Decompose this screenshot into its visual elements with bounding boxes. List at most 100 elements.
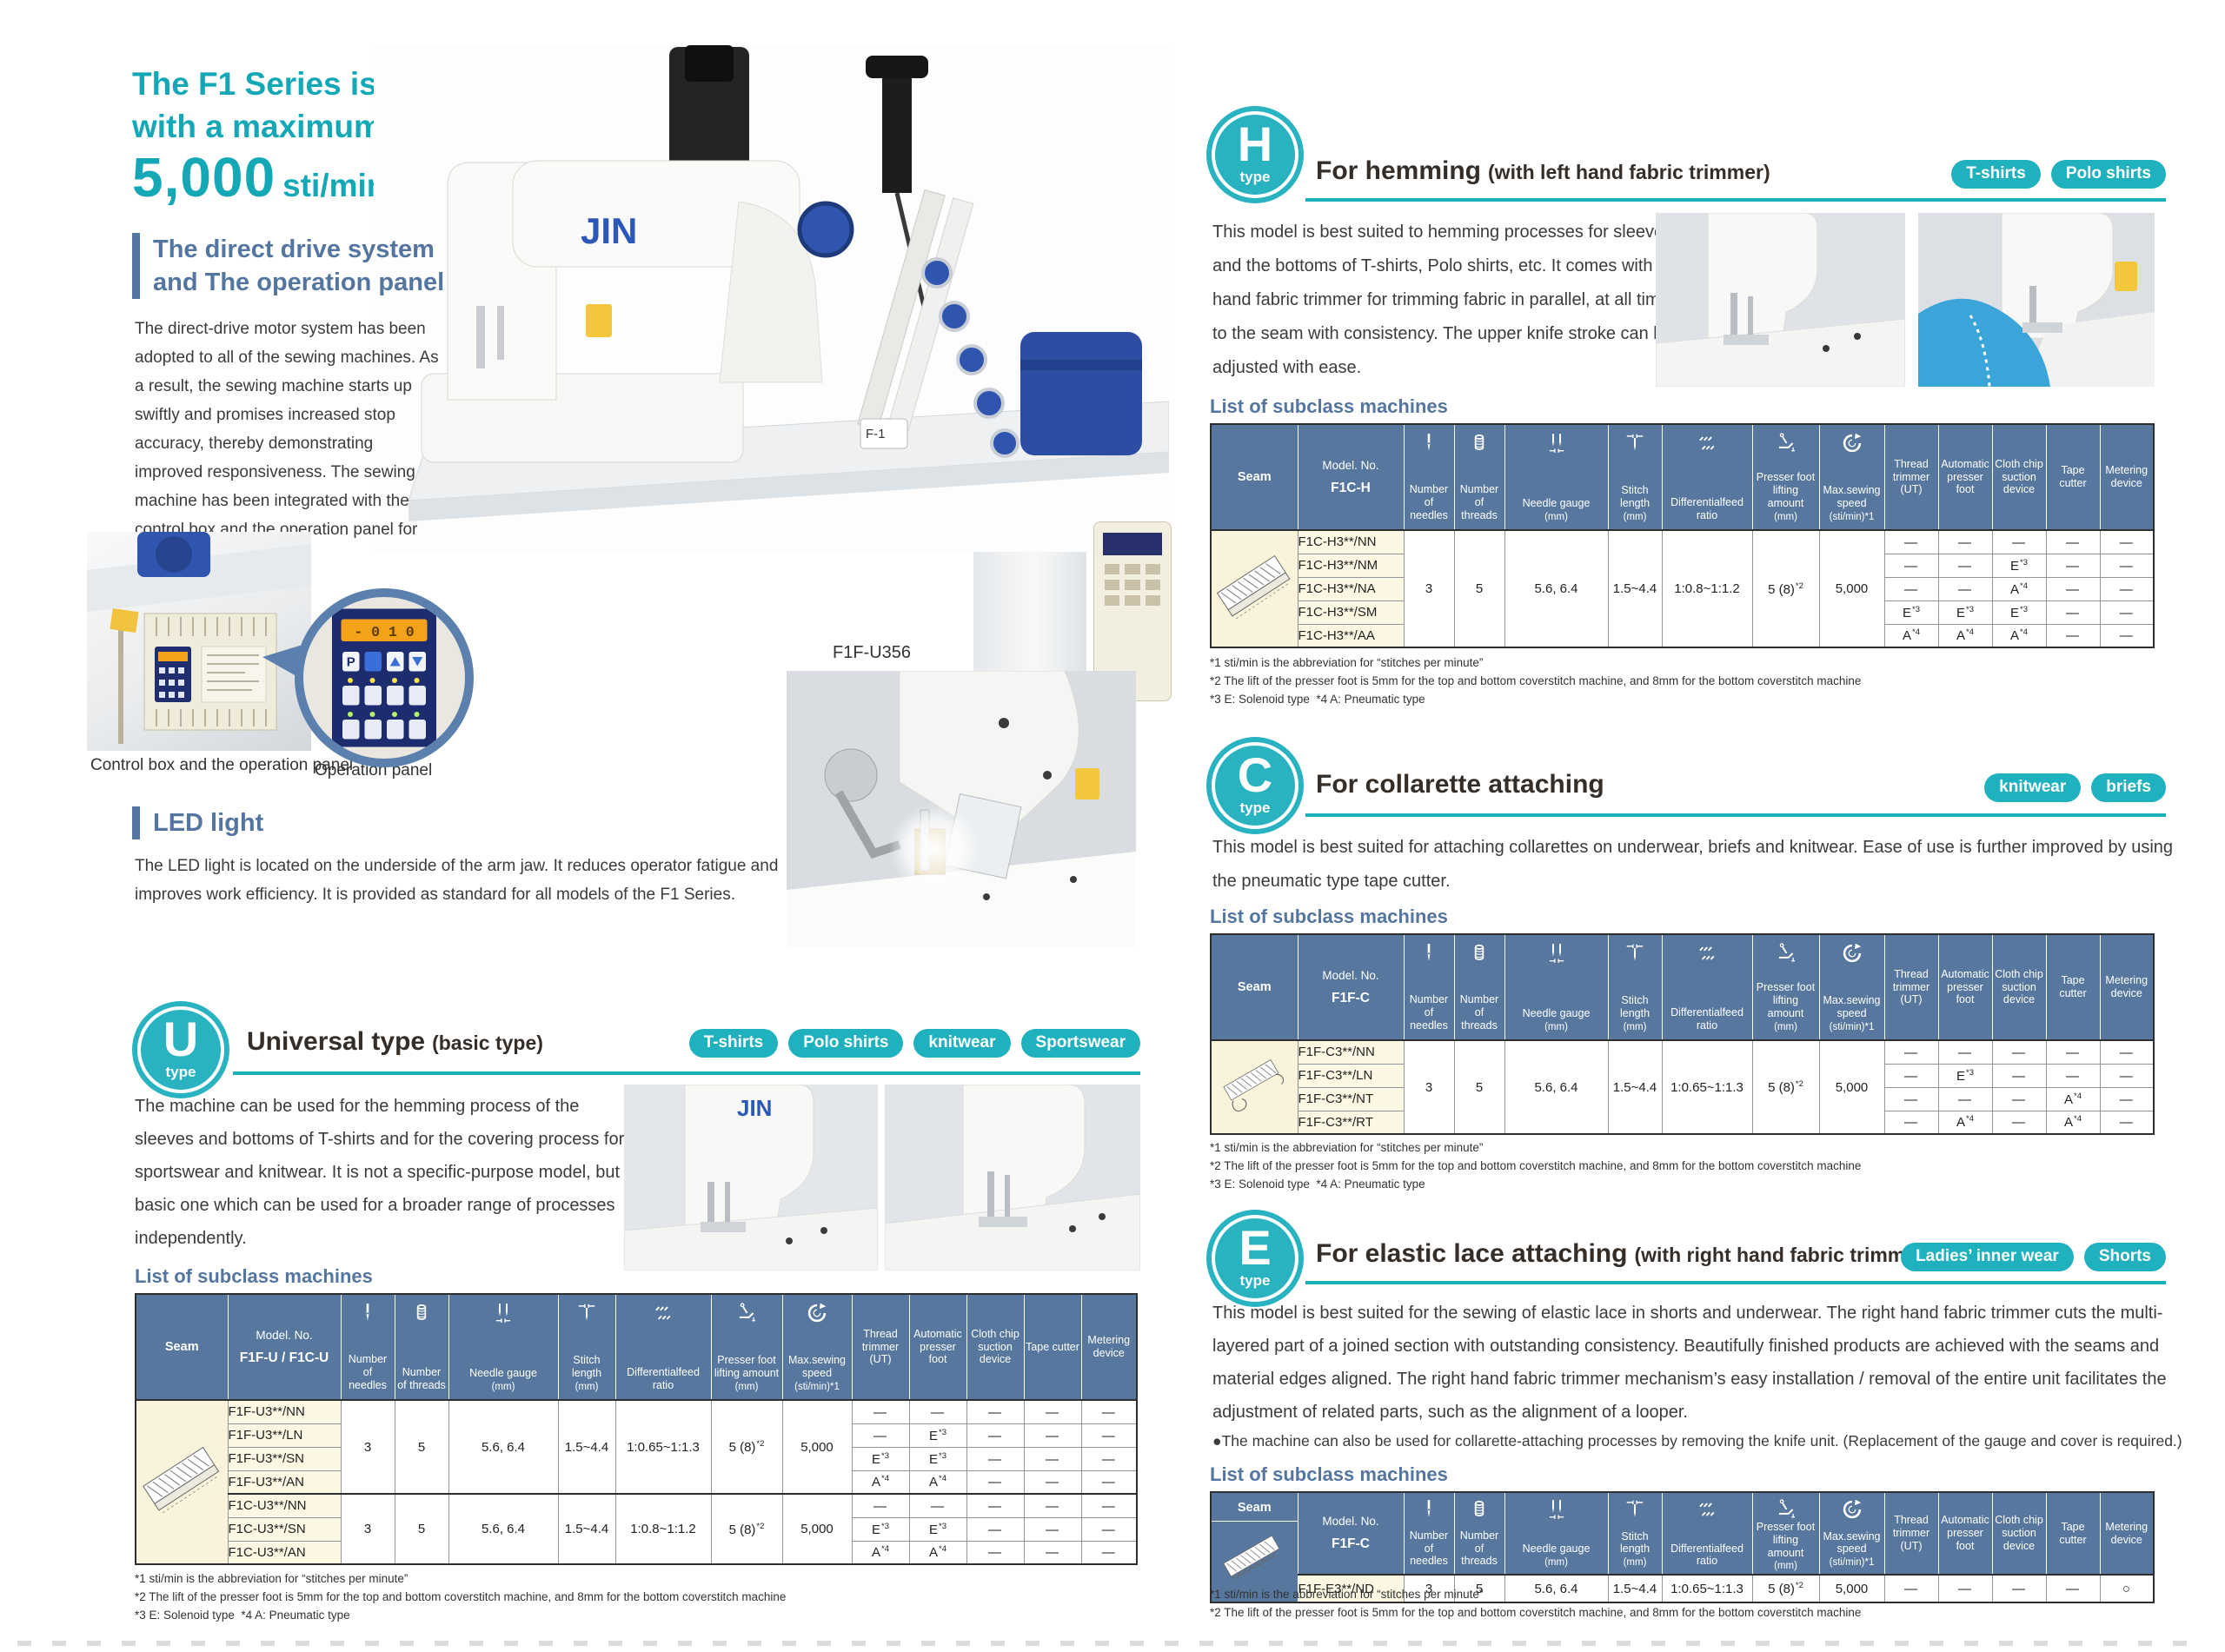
device-cell: — — [2045, 1574, 2101, 1603]
differential-feed-icon — [1696, 1498, 1718, 1521]
presser-foot-icon — [1775, 1498, 1797, 1521]
col-speed: Max.sewing speed (sti/min)*1 — [1818, 1491, 1885, 1576]
badge-u-type: U type — [132, 1001, 229, 1098]
model-cell: F1C-H3**/NM — [1297, 553, 1405, 578]
col-threads: Number of threads — [1453, 423, 1505, 531]
col-seam: Seam — [135, 1293, 229, 1401]
col-needles: Number of needles — [1403, 933, 1455, 1041]
sewing-speed-icon — [1841, 432, 1863, 454]
tag-shorts: Shorts — [2083, 1243, 2166, 1271]
h-subclass-table: Seam Model. No. F1C-H Number of needles N… — [1210, 423, 2155, 648]
pendant-buttons — [1105, 564, 1160, 606]
col-tape-cutter: Tape cutter — [1023, 1293, 1082, 1401]
col-thread-trimmer: Thread trimmer (UT) — [1883, 933, 1939, 1041]
device-cell: A*4 — [1991, 623, 2047, 648]
c-footnotes: *1 sti/min is the abbreviation for “stit… — [1210, 1138, 1861, 1193]
c-list-title: List of subclass machines — [1210, 906, 1448, 927]
c-section-title: For collarette attaching — [1316, 770, 1604, 799]
device-cell: — — [851, 1493, 910, 1518]
device-cell: E*3 — [1991, 600, 2047, 625]
device-cell: — — [2045, 600, 2101, 625]
h-rule — [1305, 198, 2166, 202]
device-cell: — — [1991, 1086, 2047, 1111]
tag-t-shirts: T-shirts — [1951, 160, 2041, 189]
model-cell: F1C-H3**/AA — [1297, 623, 1405, 648]
spec-speed: 5,000 — [1818, 529, 1885, 648]
model-cell: F1F-U3**/NN — [227, 1399, 342, 1424]
table-row: F1F-U3**/SN E*3 E*3 — — — — [136, 1446, 1138, 1471]
device-cell: — — [1080, 1493, 1138, 1518]
h-detail-photo-1 — [1655, 212, 1906, 388]
tag-sportswear: Sportswear — [1020, 1029, 1140, 1058]
device-cell: — — [2045, 576, 2101, 601]
model-cell: F1F-C3**/NN — [1297, 1039, 1405, 1065]
device-cell: — — [966, 1446, 1025, 1471]
spec-presser: 5 (8)*2 — [1751, 1574, 1820, 1603]
col-gauge: Needle gauge (mm) — [1504, 933, 1609, 1041]
presser-foot-icon — [1775, 942, 1797, 965]
machine-model-label: F1F-U356 — [833, 643, 912, 662]
spec-diff: 1:0.8~1:1.2 — [614, 1493, 712, 1565]
e-table-header-row: Seam Model. No. F1F-C Number of needles N… — [1210, 1491, 2155, 1603]
device-cell: — — [1023, 1493, 1082, 1518]
spec-speed: 5,000 — [781, 1493, 853, 1565]
device-cell: — — [966, 1423, 1025, 1448]
spec-threads: 5 — [1453, 1039, 1505, 1135]
h-detail-illustration-2 — [1918, 212, 2155, 388]
direct-drive-heading-line2: and The operation panel — [153, 269, 445, 296]
seam-diagram-cell — [1210, 1039, 1298, 1135]
device-cell: — — [2099, 623, 2155, 648]
col-stitch: Stitch length (mm) — [1607, 423, 1663, 531]
model-cell: F1C-U3**/AN — [227, 1540, 342, 1565]
device-cell: — — [1023, 1423, 1082, 1448]
spool-icon — [410, 1302, 433, 1324]
device-cell: — — [1991, 1063, 2047, 1088]
seam-diagram — [1216, 537, 1292, 637]
device-cell: — — [2045, 553, 2101, 578]
col-metering: Metering device — [1080, 1293, 1138, 1401]
e-list-title: List of subclass machines — [1210, 1463, 1448, 1485]
table-row: F1C-H3**/SM E*3 E*3 E*3 — — — [1211, 600, 2155, 625]
u-title-text: Universal type — [247, 1027, 426, 1056]
col-auto-presser: Automatic presser foot — [1937, 933, 1993, 1041]
spec-diff: 1:0.65~1:1.3 — [1661, 1039, 1753, 1135]
col-diff: Differentialfeed ratio — [614, 1293, 712, 1401]
device-cell: — — [851, 1423, 910, 1448]
footnote-1: *1 sti/min is the abbreviation for “stit… — [1210, 1588, 1484, 1601]
device-cell: — — [1023, 1446, 1082, 1471]
spec-needles: 3 — [1403, 1574, 1455, 1603]
table-row: F1C-U3**/NN 3 5 5.6, 6.4 1.5~4.4 1:0.8~1… — [136, 1493, 1138, 1565]
e-footnotes: *1 sti/min is the abbreviation for “stit… — [1210, 1585, 1861, 1622]
footnote-2: *2 The lift of the presser foot is 5mm f… — [1210, 1159, 1862, 1172]
tag-ladies-inner-wear: Ladies’ inner wear — [1901, 1243, 2074, 1271]
device-cell: — — [2045, 623, 2101, 648]
footnote-2: *2 The lift of the presser foot is 5mm f… — [1210, 1606, 1862, 1619]
needle-icon — [1418, 942, 1440, 965]
col-auto-presser: Automatic presser foot — [1937, 423, 1993, 531]
badge-u-sub: type — [165, 1064, 196, 1080]
tag-t-shirts: T-shirts — [688, 1029, 779, 1058]
device-cell: E*3 — [908, 1446, 967, 1471]
u-detail-photo-1: JIN — [623, 1084, 879, 1271]
needle-icon — [1418, 1498, 1440, 1521]
h-title-sub: (with left hand fabric trimmer) — [1488, 161, 1770, 183]
device-cell: — — [2045, 1063, 2101, 1088]
device-cell: — — [1080, 1470, 1138, 1495]
device-cell: E*3 — [908, 1516, 967, 1542]
badge-c-sub: type — [1239, 799, 1271, 816]
device-cell: — — [908, 1399, 967, 1424]
spec-speed: 5,000 — [1818, 1574, 1885, 1603]
col-threads: Number of threads — [1453, 1491, 1505, 1576]
device-cell: — — [2099, 553, 2155, 578]
spec-gauge: 5.6, 6.4 — [1504, 1574, 1609, 1603]
device-cell: — — [1937, 1086, 1993, 1111]
badge-h-sub: type — [1239, 169, 1271, 185]
col-model: Model. No. F1F-C — [1297, 933, 1405, 1041]
h-table-header-row: Seam Model. No. F1C-H Number of needles N… — [1210, 423, 2155, 531]
u-photo-brand-text: JIN — [737, 1095, 772, 1121]
panel-lcd-readout: - 0 1 0 — [354, 624, 414, 640]
col-needles: Number of needles — [340, 1293, 395, 1401]
seam-diagram — [1216, 1044, 1292, 1127]
device-cell: A*4 — [1991, 576, 2047, 601]
device-cell: — — [2045, 529, 2101, 554]
